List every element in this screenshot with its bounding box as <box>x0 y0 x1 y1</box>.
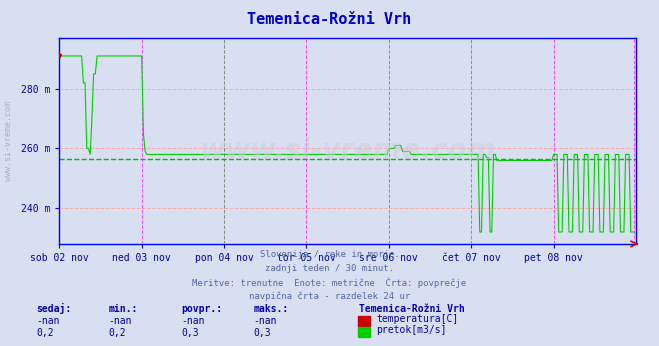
Text: 0,2: 0,2 <box>109 328 127 338</box>
Text: temperatura[C]: temperatura[C] <box>376 314 459 324</box>
Text: min.:: min.: <box>109 304 138 314</box>
Text: pretok[m3/s]: pretok[m3/s] <box>376 326 447 335</box>
Text: povpr.:: povpr.: <box>181 304 222 314</box>
Text: -nan: -nan <box>181 316 205 326</box>
Text: Temenica-Rožni Vrh: Temenica-Rožni Vrh <box>359 304 465 314</box>
Text: Slovenija / reke in morje.: Slovenija / reke in morje. <box>260 250 399 259</box>
Text: Temenica-Rožni Vrh: Temenica-Rožni Vrh <box>247 12 412 27</box>
Text: navpična črta - razdelek 24 ur: navpična črta - razdelek 24 ur <box>249 291 410 301</box>
Text: -nan: -nan <box>36 316 60 326</box>
Text: www.si-vreme.com: www.si-vreme.com <box>4 101 13 181</box>
Text: Meritve: trenutne  Enote: metrične  Črta: povprečje: Meritve: trenutne Enote: metrične Črta: … <box>192 277 467 288</box>
Text: zadnji teden / 30 minut.: zadnji teden / 30 minut. <box>265 264 394 273</box>
Text: 0,2: 0,2 <box>36 328 54 338</box>
Text: www.si-vreme.com: www.si-vreme.com <box>200 137 496 165</box>
Text: sedaj:: sedaj: <box>36 303 71 314</box>
Text: 0,3: 0,3 <box>181 328 199 338</box>
Text: maks.:: maks.: <box>254 304 289 314</box>
Text: 0,3: 0,3 <box>254 328 272 338</box>
Text: -nan: -nan <box>109 316 132 326</box>
Text: -nan: -nan <box>254 316 277 326</box>
